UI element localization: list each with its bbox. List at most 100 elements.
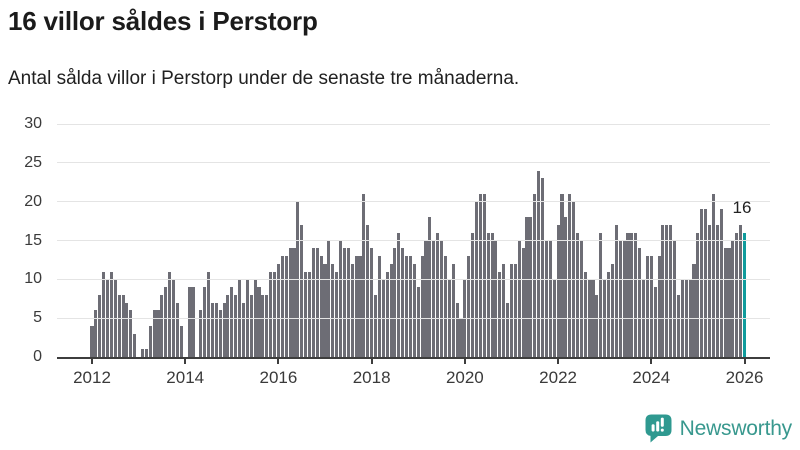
bar (696, 232, 700, 357)
year-tick-mark (743, 359, 746, 364)
bar (156, 310, 160, 357)
bar (529, 217, 533, 357)
bar (272, 271, 277, 357)
bar (109, 271, 113, 357)
bar (366, 224, 370, 357)
bar (261, 294, 265, 357)
bar (459, 318, 463, 357)
bar (125, 302, 129, 357)
bar (203, 287, 207, 357)
bar (451, 263, 455, 357)
bar (140, 349, 145, 357)
x-axis-tick-label: 2024 (632, 368, 671, 387)
bar (467, 256, 471, 357)
bar (634, 232, 638, 357)
bar (358, 256, 362, 357)
bar (401, 248, 405, 357)
gridline-5 (57, 317, 770, 319)
bar (327, 240, 331, 357)
year-tick-mark (184, 359, 187, 364)
y-axis-tick-label: 15 (24, 231, 42, 249)
bar (502, 263, 506, 357)
bar (300, 224, 304, 357)
bar (428, 217, 432, 357)
bar (595, 294, 599, 357)
bar (731, 240, 735, 357)
bar (723, 248, 727, 357)
bar (560, 193, 564, 357)
bar (727, 248, 731, 357)
newsworthy-chart-bubble-icon (644, 413, 673, 444)
bar (649, 256, 653, 357)
bar (191, 287, 195, 357)
bar (164, 287, 168, 357)
bar (331, 263, 335, 357)
year-tick-mark (650, 359, 653, 364)
bar (548, 240, 552, 357)
bar (494, 240, 498, 357)
bar (148, 325, 152, 357)
bar (214, 302, 218, 357)
bar (354, 256, 358, 357)
bar (599, 232, 603, 357)
bar (665, 224, 669, 357)
bar (397, 232, 401, 357)
bar (377, 256, 381, 357)
bar (525, 217, 529, 357)
bar (210, 302, 214, 357)
bar (117, 294, 121, 357)
bar (284, 256, 288, 357)
bar (669, 224, 673, 357)
bar (129, 310, 133, 357)
bar (373, 294, 378, 357)
bar (622, 240, 626, 357)
bar (715, 224, 719, 357)
bar (521, 248, 525, 357)
bar (307, 271, 312, 357)
bar (544, 240, 548, 357)
bar (179, 325, 183, 357)
x-axis-tick-label: 2016 (259, 368, 298, 387)
year-tick-mark (91, 359, 93, 364)
gridline-30 (57, 123, 770, 125)
bar (708, 224, 712, 357)
bar (614, 224, 618, 357)
bar (537, 170, 541, 357)
bar (405, 256, 409, 357)
x-axis-tick-label: 2026 (725, 368, 764, 387)
bar (234, 294, 238, 357)
x-axis-line (57, 357, 770, 359)
bar (292, 248, 296, 357)
y-axis-tick-label: 0 (33, 348, 42, 365)
bar (513, 263, 517, 357)
chart-subtitle: Antal sålda villor i Perstorp under de s… (8, 68, 520, 89)
gridline-20 (57, 201, 770, 203)
bar (657, 256, 661, 357)
bar (133, 333, 137, 357)
bar (346, 248, 350, 357)
bar (269, 271, 273, 357)
bar (90, 325, 94, 357)
bar (121, 294, 125, 357)
bar (420, 256, 424, 357)
bar (583, 271, 587, 357)
bar (222, 302, 226, 357)
bar (98, 294, 102, 357)
bar (304, 271, 308, 357)
bar (661, 224, 665, 357)
bar (319, 256, 323, 357)
bar (638, 248, 642, 357)
bar (323, 263, 327, 357)
bar (509, 263, 514, 357)
gridline-25 (57, 162, 770, 164)
bar (653, 287, 657, 357)
bar (393, 248, 397, 357)
bar (350, 263, 354, 357)
bar (102, 271, 106, 357)
bar (218, 310, 222, 357)
bar (265, 294, 269, 357)
bar (152, 310, 156, 357)
bar (607, 271, 611, 357)
bar (735, 232, 739, 357)
